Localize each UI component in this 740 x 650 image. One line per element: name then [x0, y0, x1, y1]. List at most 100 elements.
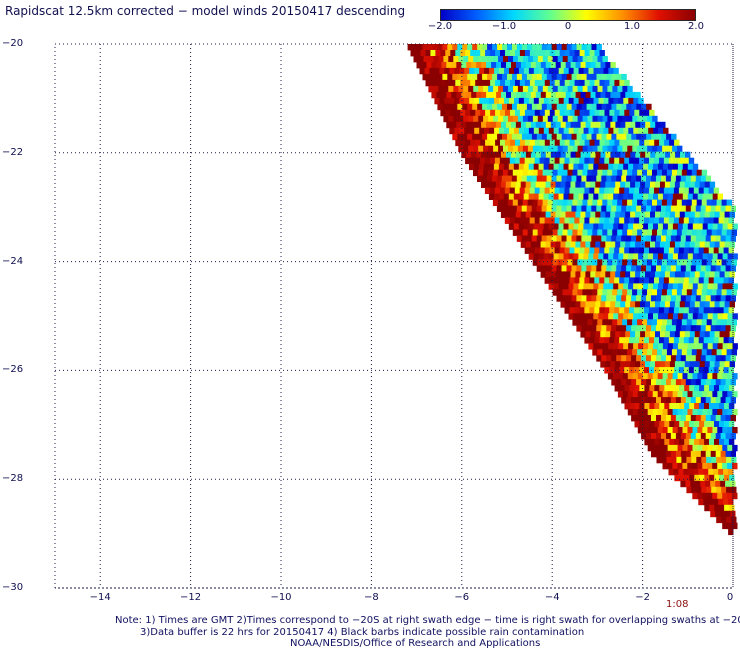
- wind-cell: [661, 295, 667, 302]
- wind-cell: [568, 97, 575, 105]
- wind-cell: [663, 337, 670, 344]
- wind-cell: [585, 331, 591, 338]
- wind-cell: [627, 349, 633, 356]
- wind-cell: [553, 283, 559, 290]
- wind-cell: [703, 367, 710, 374]
- wind-cell: [699, 241, 706, 248]
- wind-cell: [497, 133, 503, 141]
- wind-cell: [695, 295, 702, 302]
- wind-cell: [641, 325, 647, 332]
- wind-cell: [508, 85, 514, 93]
- wind-cell: [682, 409, 688, 416]
- wind-cell: [687, 427, 693, 434]
- wind-cell: [500, 109, 506, 117]
- wind-cell: [523, 67, 530, 75]
- wind-cell: [479, 67, 485, 75]
- wind-cell: [581, 73, 587, 81]
- wind-cell: [676, 319, 683, 326]
- wind-cell: [533, 163, 540, 171]
- wind-cell: [511, 121, 517, 129]
- wind-cell: [478, 56, 484, 63]
- wind-cell: [688, 337, 695, 344]
- wind-cell: [517, 199, 524, 206]
- wind-cell: [521, 133, 528, 141]
- wind-cell: [679, 331, 686, 338]
- wind-cell: [602, 319, 608, 326]
- wind-cell: [490, 79, 496, 87]
- wind-cell: [669, 331, 676, 338]
- wind-cell: [634, 337, 640, 344]
- wind-cell: [709, 504, 715, 512]
- wind-cell: [564, 187, 570, 194]
- wind-cell: [652, 409, 659, 416]
- wind-cell: [549, 247, 555, 254]
- wind-cell: [609, 247, 615, 254]
- wind-cell: [526, 205, 533, 212]
- wind-cell: [581, 103, 587, 111]
- wind-cell: [485, 109, 491, 117]
- wind-cell: [546, 205, 552, 212]
- wind-cell: [708, 187, 715, 194]
- wind-cell: [521, 205, 528, 212]
- wind-cell: [554, 187, 560, 194]
- wind-cell: [635, 241, 641, 248]
- wind-cell: [548, 127, 555, 135]
- wind-cell: [442, 73, 448, 81]
- wind-cell: [531, 133, 538, 141]
- wind-cell: [565, 91, 572, 99]
- wind-cell: [695, 397, 702, 404]
- wind-cell: [583, 193, 589, 200]
- wind-cell: [580, 271, 586, 278]
- wind-cell: [605, 211, 611, 218]
- wind-cell: [700, 325, 707, 332]
- wind-cell: [676, 456, 682, 464]
- wind-cell: [495, 109, 501, 117]
- wind-cell: [472, 73, 478, 81]
- wind-cell: [625, 271, 631, 278]
- wind-cell: [683, 307, 690, 314]
- wind-cell: [669, 385, 675, 392]
- wind-cell: [588, 283, 594, 290]
- wind-cell: [701, 169, 708, 177]
- wind-cell: [576, 44, 582, 51]
- wind-cell: [557, 229, 563, 236]
- wind-cell: [647, 427, 654, 434]
- wind-cell: [720, 510, 726, 518]
- wind-cell: [724, 241, 730, 248]
- wind-cell: [673, 247, 680, 254]
- wind-cell: [661, 259, 668, 266]
- wind-cell: [687, 283, 694, 290]
- wind-cell: [580, 301, 586, 308]
- wind-cell: [727, 223, 733, 230]
- wind-cell: [438, 85, 444, 93]
- wind-cell: [553, 67, 560, 75]
- wind-cell: [726, 199, 732, 206]
- wind-cell: [456, 91, 462, 99]
- wind-cell: [569, 187, 575, 194]
- wind-cell: [599, 79, 605, 87]
- wind-cell: [583, 283, 589, 290]
- wind-cell: [621, 325, 627, 332]
- wind-cell: [656, 397, 662, 404]
- wind-cell: [645, 361, 651, 368]
- wind-cell: [581, 325, 587, 332]
- wind-cell: [575, 62, 581, 69]
- wind-cell: [600, 301, 606, 308]
- wind-cell: [667, 313, 674, 320]
- wind-cell: [708, 217, 715, 224]
- wind-cell: [534, 247, 541, 254]
- wind-cell: [652, 229, 658, 236]
- wind-cell: [712, 427, 718, 434]
- wind-cell: [610, 181, 616, 188]
- wind-cell: [591, 325, 597, 332]
- wind-cell: [477, 73, 483, 81]
- wind-cell: [690, 480, 696, 488]
- wind-cell: [721, 199, 727, 206]
- wind-cell: [684, 474, 690, 482]
- wind-cell: [518, 67, 525, 75]
- wind-cell: [556, 205, 562, 212]
- wind-cell: [483, 169, 489, 177]
- wind-cell: [682, 373, 688, 380]
- wind-cell: [528, 223, 535, 230]
- wind-cell: [719, 241, 725, 248]
